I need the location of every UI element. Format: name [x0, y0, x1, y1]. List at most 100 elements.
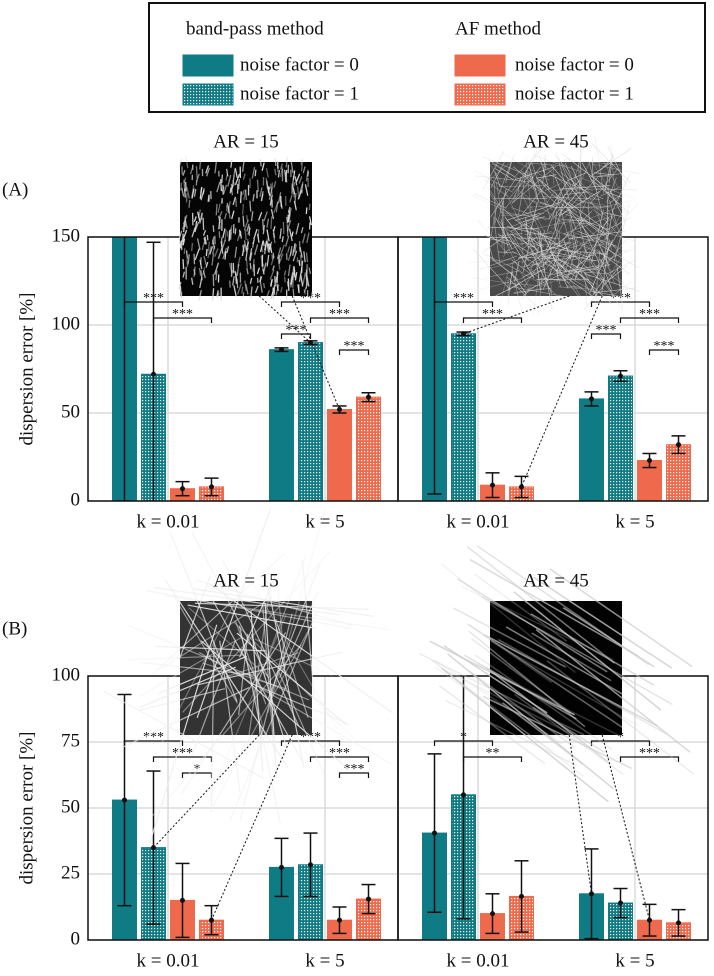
inset-fiber — [466, 623, 553, 683]
inset-fiber — [224, 212, 227, 220]
inset-fiber — [521, 237, 536, 251]
inset-fiber — [277, 256, 281, 270]
error-bar — [117, 237, 132, 501]
inset-fiber — [242, 292, 245, 299]
inset-fiber — [495, 283, 520, 297]
error-center — [589, 396, 594, 402]
inset-fiber — [272, 265, 275, 271]
inset-fiber — [543, 256, 568, 263]
significance-bracket — [433, 301, 494, 307]
inset-fiber — [447, 653, 614, 790]
inset-fiber — [220, 179, 223, 192]
inset-fiber — [491, 163, 537, 190]
inset-fiber — [225, 168, 229, 177]
inset-fiber — [198, 651, 393, 765]
inset-fiber — [172, 595, 239, 704]
inset-fiber — [543, 154, 546, 173]
inset-fiber — [259, 240, 264, 253]
error-bar — [332, 405, 347, 414]
inset-fiber — [232, 276, 235, 286]
inset-fiber — [191, 531, 270, 679]
inset-fiber — [308, 267, 312, 274]
inset-fiber — [477, 255, 517, 271]
inset-fiber — [601, 240, 610, 293]
inset-fiber — [270, 209, 275, 219]
inset-fiber — [542, 196, 601, 200]
inset-fiber — [488, 162, 502, 182]
inset-fiber — [441, 667, 609, 803]
inset-fiber — [225, 174, 228, 181]
inset-fiber — [498, 220, 530, 262]
inset-fiber — [287, 249, 293, 261]
inset-fiber — [504, 194, 517, 209]
error-bar — [642, 452, 657, 469]
error-bar — [175, 480, 190, 497]
inset-fiber — [518, 171, 527, 215]
inset-fiber — [487, 261, 522, 269]
significance-label: *** — [344, 762, 365, 777]
inset-fiber — [198, 267, 202, 276]
inset-fiber — [303, 251, 306, 263]
significance-label: *** — [639, 307, 660, 322]
inset-fiber — [578, 217, 600, 264]
inset-fiber — [279, 228, 282, 239]
inset-fiber — [302, 272, 307, 285]
inset-fiber — [191, 242, 194, 252]
inset-fiber — [283, 276, 286, 283]
inset-fiber — [570, 254, 596, 261]
inset-fiber — [239, 613, 293, 821]
inset-fiber — [193, 216, 197, 222]
significance-bracket — [590, 333, 622, 339]
inset-fiber — [559, 238, 592, 268]
inset-fiber — [217, 203, 221, 213]
inset-fiber — [263, 211, 268, 222]
inset-fiber — [266, 254, 270, 267]
inset-fiber — [266, 241, 270, 253]
inset-fiber — [510, 231, 520, 246]
inset-fiber — [207, 241, 210, 252]
inset-fiber — [199, 259, 203, 269]
inset-fiber — [247, 227, 251, 235]
inset-fiber — [613, 203, 630, 262]
significance-label: *** — [286, 323, 307, 338]
inset-fiber — [151, 644, 302, 818]
inset-fiber — [596, 149, 618, 187]
inset-fiber — [581, 162, 598, 191]
error-bar — [613, 887, 628, 919]
significance-bracket — [619, 756, 680, 762]
inset-fiber — [430, 659, 584, 777]
inset-fiber — [300, 159, 303, 166]
inset-fiber — [529, 268, 557, 296]
inset-fiber — [530, 613, 655, 686]
inset-fiber — [546, 660, 695, 775]
inset-fiber — [300, 227, 304, 234]
inset-fiber — [485, 254, 512, 273]
inset-fiber — [205, 248, 208, 256]
inset-fiber — [266, 218, 270, 228]
legend-label: noise factor = 0 — [515, 54, 634, 75]
inset-fiber — [250, 211, 254, 222]
inset-fiber — [503, 209, 523, 226]
inset-fiber — [508, 262, 514, 297]
inset-fiber — [256, 179, 259, 192]
significance-bracket — [462, 756, 523, 762]
inset-fiber — [216, 290, 219, 297]
inset-fiber — [139, 666, 236, 709]
inset-fiber — [245, 283, 249, 295]
inset-fiber — [496, 270, 509, 320]
inset-fiber — [298, 176, 303, 184]
significance-bracket — [338, 772, 370, 778]
inset-fiber — [545, 190, 556, 205]
inset-fiber — [521, 224, 524, 265]
y-tick-label: 50 — [61, 796, 80, 817]
plot-area — [422, 676, 691, 940]
inset-fiber — [275, 618, 309, 718]
x-tick-label: k = 5 — [305, 511, 344, 532]
inset-fiber — [593, 287, 637, 294]
inset-fiber — [226, 246, 230, 254]
y-tick-label: 75 — [61, 730, 80, 751]
inset-fiber — [249, 277, 253, 284]
inset-fiber — [596, 249, 630, 275]
inset-fiber — [182, 214, 188, 225]
inset-fiber — [217, 216, 221, 230]
